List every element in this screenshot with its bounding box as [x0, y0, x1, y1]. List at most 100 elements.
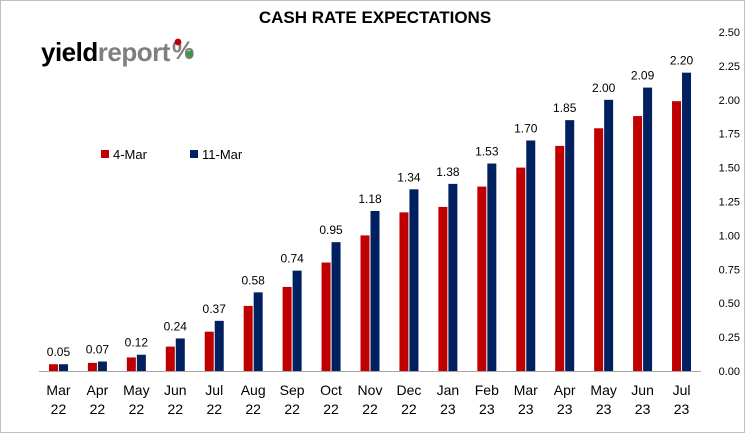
x-tick-year-may-22: 22 [129, 401, 145, 417]
logo-green-dot [186, 50, 194, 58]
x-tick-year-feb-23: 23 [479, 401, 495, 417]
y-tick-label-0-50: 0.50 [719, 298, 740, 310]
data-label-11-mar-nov-22: 1.18 [358, 192, 382, 206]
x-tick-month-apr-23: Apr [554, 382, 576, 398]
bar-4-mar-apr-22 [87, 362, 97, 371]
legend: 4-Mar 11-Mar [101, 147, 243, 162]
x-tick-month-jun-22: Jun [164, 382, 187, 398]
x-tick-month-may-22: May [123, 382, 149, 398]
bar-4-mar-jun-23 [633, 116, 643, 372]
bar-4-mar-jul-22 [204, 331, 214, 371]
bar-11-mar-may-22 [136, 354, 146, 371]
data-label-11-mar-apr-23: 1.85 [553, 101, 577, 115]
x-tick-year-jul-23: 23 [674, 401, 690, 417]
bar-4-mar-dec-22 [399, 212, 409, 371]
x-axis: Mar 22 Apr 22 May 22 Jun 22 Jul 22 Aug 22 Sep 22 Oct 22… [39, 371, 701, 417]
y-tick-label-1-75: 1.75 [719, 129, 740, 141]
bar-4-mar-feb-23 [477, 186, 487, 371]
bar-4-mar-apr-23 [555, 145, 565, 371]
x-tick-year-jun-22: 22 [168, 401, 184, 417]
bar-11-mar-jul-23 [682, 72, 692, 372]
bar-11-mar-apr-22 [97, 361, 107, 371]
bar-4-mar-jun-22 [165, 346, 175, 371]
x-tick-month-feb-23: Feb [475, 382, 499, 398]
x-tick-month-mar-23: Mar [514, 382, 538, 398]
x-tick-month-nov-22: Nov [358, 382, 383, 398]
x-tick-month-aug-22: Aug [241, 382, 266, 398]
x-tick-year-aug-22: 22 [245, 401, 261, 417]
y-tick-label-0-25: 0.25 [719, 332, 740, 344]
data-label-11-mar-oct-22: 0.95 [319, 223, 343, 237]
y-tick-label-2-50: 2.50 [719, 27, 740, 39]
svg-text:yieldreport: yieldreport [41, 37, 171, 67]
x-tick-month-jul-22: Jul [205, 382, 223, 398]
data-label-11-mar-jul-22: 0.37 [203, 302, 227, 316]
x-tick-month-jun-23: Jun [631, 382, 654, 398]
x-tick-year-oct-22: 22 [323, 401, 339, 417]
bar-11-mar-aug-22 [253, 292, 263, 371]
bar-4-mar-oct-22 [321, 262, 331, 371]
data-labels-layer: 0.05 0.07 0.12 0.24 0.37 0.58 0.74 0.95 1.18 1.34… [47, 54, 694, 360]
x-tick-year-sep-22: 22 [284, 401, 300, 417]
bar-11-mar-mar-22 [58, 364, 68, 371]
y-tick-label-1-25: 1.25 [719, 197, 740, 209]
y-axis: 0.00 0.25 0.50 0.75 1.00 1.25 1.50 1.75 2.00 2.25… [719, 27, 740, 378]
x-tick-year-mar-23: 23 [518, 401, 534, 417]
y-tick-label-1-00: 1.00 [719, 230, 740, 242]
x-tick-year-mar-22: 22 [51, 401, 67, 417]
bar-11-mar-apr-23 [565, 120, 575, 371]
x-tick-year-may-23: 23 [596, 401, 612, 417]
data-label-11-mar-jul-23: 2.20 [670, 54, 694, 68]
x-tick-month-oct-22: Oct [320, 382, 342, 398]
bar-11-mar-jan-23 [448, 183, 458, 371]
logo-text-yield: yield [41, 37, 98, 67]
data-label-11-mar-dec-22: 1.34 [397, 170, 421, 184]
y-tick-label-2-00: 2.00 [719, 95, 740, 107]
bars-layer [48, 72, 692, 372]
x-tick-year-apr-22: 22 [90, 401, 106, 417]
y-tick-label-0-75: 0.75 [719, 264, 740, 276]
bar-11-mar-dec-22 [409, 189, 419, 371]
data-label-11-mar-jun-23: 2.09 [631, 69, 655, 83]
bar-11-mar-jun-23 [643, 87, 653, 371]
legend-label-11-mar: 11-Mar [202, 147, 243, 162]
x-tick-year-dec-22: 22 [401, 401, 417, 417]
bar-4-mar-nov-22 [360, 235, 370, 371]
bar-4-mar-sep-22 [282, 286, 292, 371]
data-label-11-mar-mar-22: 0.05 [47, 345, 71, 359]
legend-swatch-4-mar [101, 150, 109, 158]
legend-swatch-11-mar [190, 150, 198, 158]
x-tick-year-nov-22: 22 [362, 401, 378, 417]
y-tick-label-1-50: 1.50 [719, 163, 740, 175]
bar-11-mar-nov-22 [370, 210, 380, 371]
x-tick-year-jan-23: 23 [440, 401, 456, 417]
x-tick-year-jun-23: 23 [635, 401, 651, 417]
x-tick-month-jan-23: Jan [437, 382, 460, 398]
bar-11-mar-sep-22 [292, 270, 302, 371]
data-label-11-mar-apr-22: 0.07 [86, 343, 110, 357]
bar-4-mar-mar-23 [516, 167, 526, 371]
bar-11-mar-jun-22 [175, 338, 185, 371]
bar-4-mar-jul-23 [672, 101, 682, 371]
x-tick-year-apr-23: 23 [557, 401, 573, 417]
bar-11-mar-feb-23 [487, 163, 497, 371]
x-tick-month-jul-23: Jul [673, 382, 691, 398]
logo-red-dot [174, 38, 182, 46]
bar-4-mar-may-23 [594, 128, 604, 371]
bar-4-mar-jan-23 [438, 206, 448, 371]
x-tick-month-sep-22: Sep [280, 382, 305, 398]
data-label-11-mar-mar-23: 1.70 [514, 121, 538, 135]
data-label-11-mar-may-23: 2.00 [592, 81, 616, 95]
x-tick-year-jul-22: 22 [206, 401, 222, 417]
bar-11-mar-mar-23 [526, 140, 536, 371]
data-label-11-mar-sep-22: 0.74 [280, 252, 304, 266]
bar-11-mar-oct-22 [331, 242, 341, 371]
bar-11-mar-may-23 [604, 99, 614, 372]
yieldreport-logo: yieldreport % [41, 37, 194, 67]
data-label-11-mar-may-22: 0.12 [125, 336, 149, 350]
x-tick-month-apr-22: Apr [87, 382, 109, 398]
data-label-11-mar-jun-22: 0.24 [164, 319, 188, 333]
bar-11-mar-jul-22 [214, 320, 224, 371]
x-tick-month-mar-22: Mar [46, 382, 70, 398]
